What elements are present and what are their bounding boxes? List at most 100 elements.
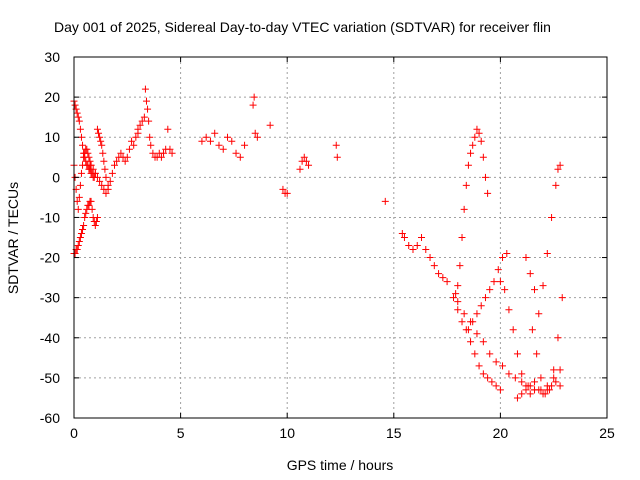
data-point — [141, 85, 149, 93]
data-point — [456, 262, 464, 270]
data-point — [71, 250, 79, 258]
data-point — [418, 234, 426, 241]
data-point — [556, 161, 564, 169]
data-point — [166, 145, 174, 153]
data-point — [106, 177, 114, 185]
data-point — [522, 254, 530, 262]
data-point — [471, 350, 479, 358]
data-point — [430, 262, 438, 270]
series-arc-i — [398, 229, 451, 286]
data-point — [492, 382, 500, 390]
data-point — [531, 378, 539, 386]
data-point — [467, 149, 475, 157]
data-point — [475, 362, 483, 370]
data-point — [279, 185, 287, 193]
data-point — [481, 294, 489, 302]
data-point — [283, 189, 291, 197]
data-point — [251, 129, 259, 137]
data-point — [426, 254, 434, 262]
data-point — [499, 362, 507, 370]
data-point — [477, 302, 485, 310]
data-point — [499, 254, 507, 262]
data-point — [490, 278, 498, 286]
y-tick-label: -20 — [40, 250, 60, 266]
data-point — [543, 250, 551, 258]
data-point — [492, 358, 500, 366]
data-point — [435, 270, 443, 278]
data-point — [550, 374, 558, 382]
series-arc-h — [279, 141, 389, 205]
data-point — [80, 221, 88, 229]
data-point — [460, 310, 468, 318]
data-point — [473, 330, 481, 338]
series-arc-g — [198, 93, 274, 161]
data-point — [535, 310, 543, 318]
data-point — [145, 117, 153, 125]
data-point — [132, 133, 140, 141]
data-point — [458, 318, 466, 326]
data-point — [75, 193, 83, 201]
data-point — [73, 109, 81, 117]
data-point — [76, 125, 84, 133]
data-point — [526, 390, 534, 398]
data-point — [464, 161, 472, 169]
data-point — [518, 370, 526, 378]
gridlines — [74, 57, 607, 418]
data-point — [91, 221, 99, 229]
x-axis: 0 5 10 15 20 25 — [70, 57, 615, 441]
data-point — [511, 374, 519, 382]
y-axis-label: SDTVAR / TECUs — [5, 182, 21, 294]
data-point — [486, 286, 494, 294]
data-point — [85, 153, 93, 161]
data-point — [467, 338, 475, 346]
data-point — [75, 117, 83, 125]
data-point — [454, 282, 462, 290]
data-point — [89, 165, 97, 173]
data-point — [71, 101, 79, 109]
data-point — [87, 197, 95, 205]
data-point — [479, 370, 487, 378]
series-arc-j — [449, 125, 492, 302]
data-point — [409, 246, 417, 254]
data-point — [518, 378, 526, 386]
data-point — [513, 394, 521, 402]
data-point — [100, 157, 108, 165]
data-point — [496, 278, 504, 286]
data-point — [526, 270, 534, 278]
data-point — [215, 141, 223, 149]
data-point — [473, 125, 481, 133]
data-point — [554, 334, 562, 342]
series-arc-n — [496, 278, 539, 398]
data-point — [206, 137, 214, 145]
data-point — [556, 382, 564, 390]
data-point — [518, 390, 526, 398]
data-point — [469, 141, 477, 149]
data-point — [439, 274, 447, 282]
data-point — [400, 234, 408, 241]
data-point — [82, 209, 90, 217]
data-point — [92, 217, 100, 225]
y-tick-label: -10 — [40, 209, 60, 225]
data-point — [454, 306, 462, 314]
data-point — [146, 133, 154, 141]
data-point — [102, 173, 110, 181]
data-point — [138, 117, 146, 125]
data-point — [486, 350, 494, 358]
data-point — [302, 157, 310, 165]
data-point — [95, 129, 103, 137]
data-point — [147, 141, 155, 149]
data-point — [168, 149, 176, 157]
data-point — [552, 181, 560, 189]
data-point — [479, 153, 487, 161]
data-point — [464, 326, 472, 334]
data-point — [77, 133, 85, 141]
data-point — [128, 137, 136, 145]
data-point — [77, 169, 85, 177]
data-point — [558, 294, 566, 302]
data-point — [454, 298, 462, 306]
data-point — [93, 213, 101, 221]
data-point — [211, 129, 219, 137]
data-point — [88, 205, 96, 213]
series-arc-o — [522, 161, 564, 318]
